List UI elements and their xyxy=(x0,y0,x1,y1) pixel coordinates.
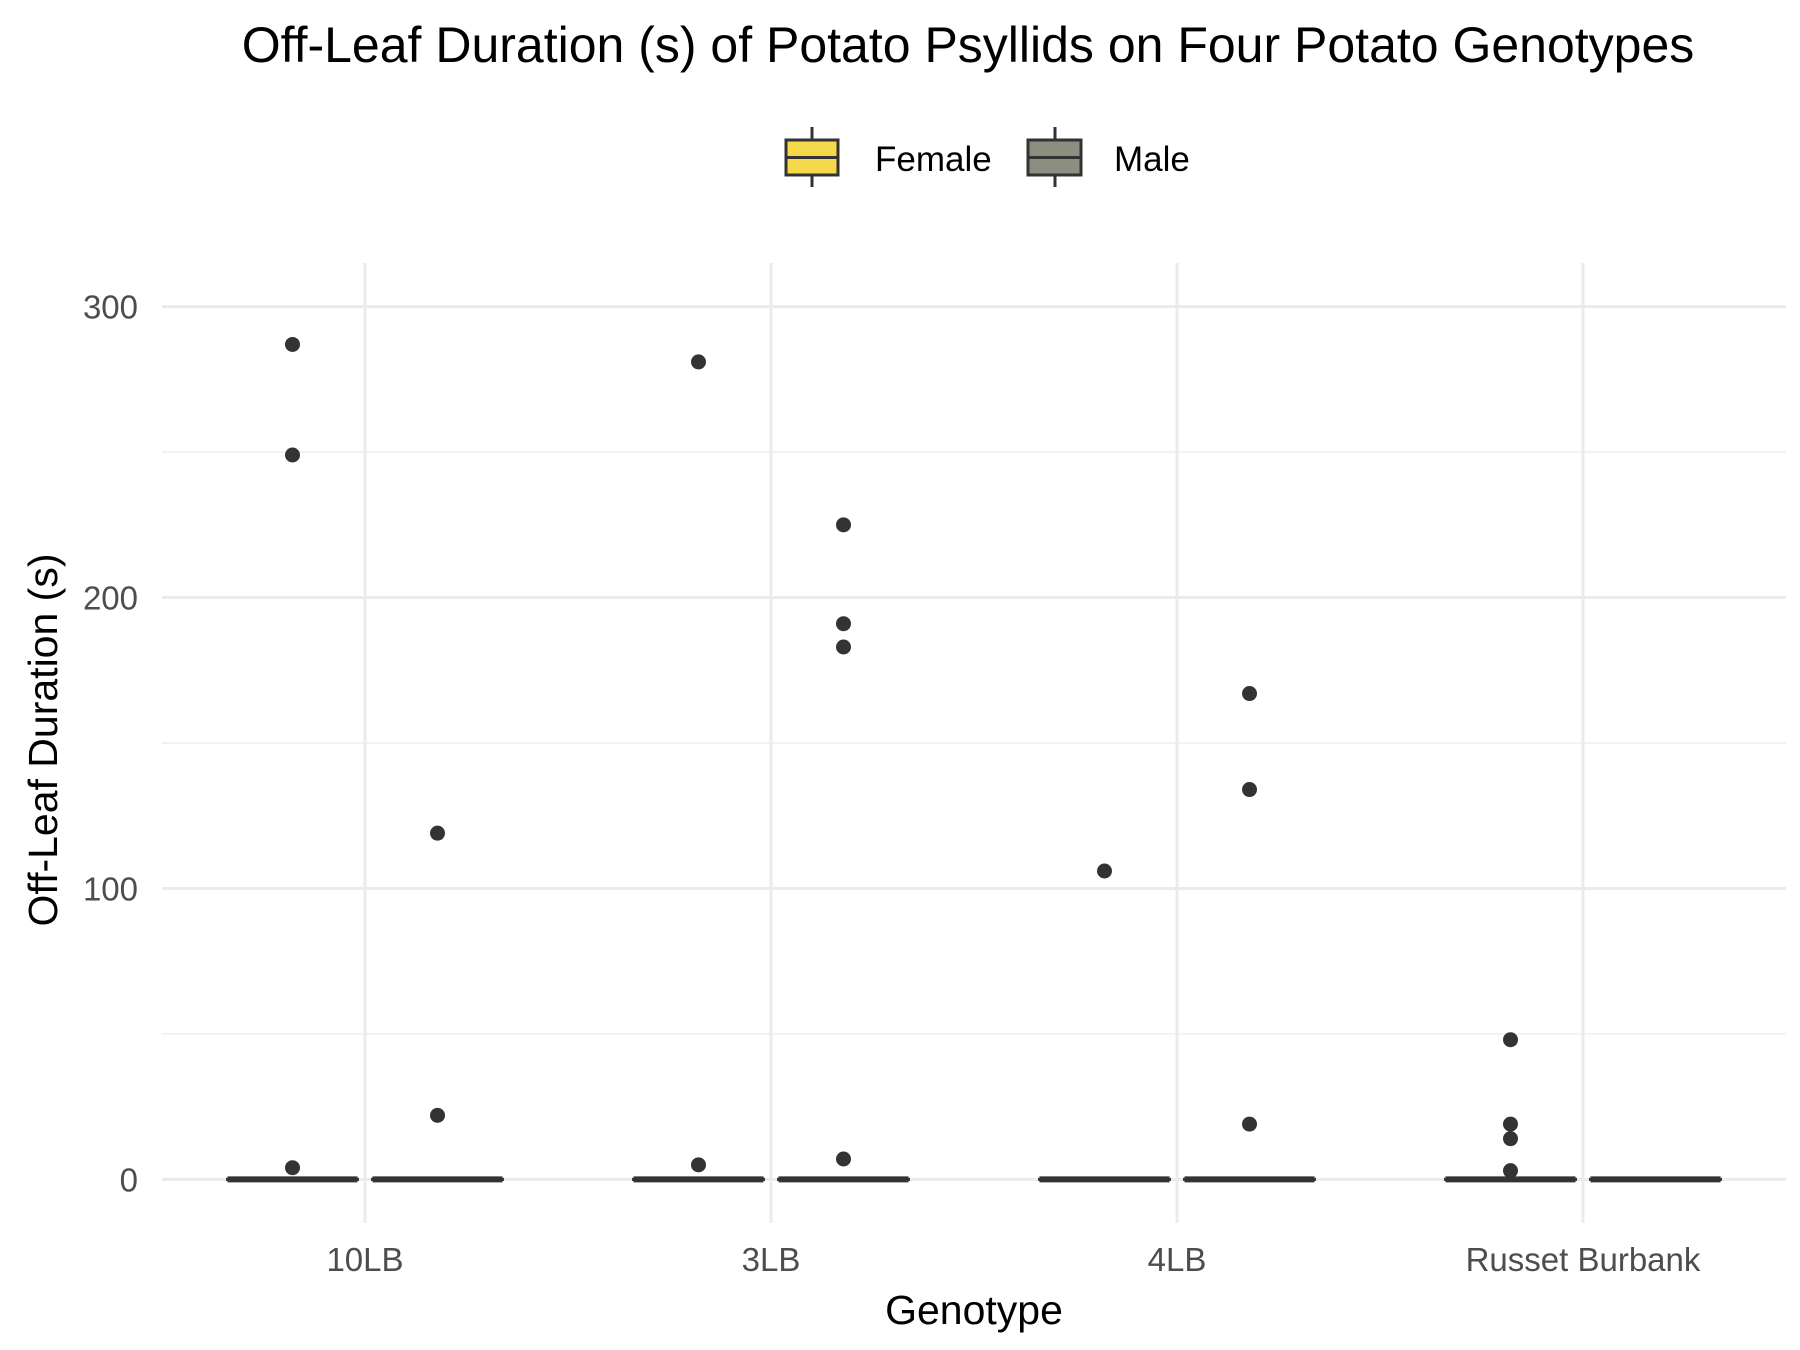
legend: Female Male xyxy=(784,127,1190,187)
y-tick-label-200: 200 xyxy=(83,580,138,617)
outlier-point-male-1-1 xyxy=(836,616,851,632)
outlier-point-male-2-0 xyxy=(1242,686,1257,702)
outlier-point-female-3-0 xyxy=(1503,1032,1518,1048)
x-tick-label-2: 4LB xyxy=(1148,1241,1207,1278)
legend-label-male: Male xyxy=(1114,140,1190,179)
y-axis-title: Off-Leaf Duration (s) xyxy=(20,554,66,927)
outlier-point-female-3-1 xyxy=(1503,1116,1518,1132)
x-tick-label-0: 10LB xyxy=(326,1241,403,1278)
legend-item-female: Female xyxy=(784,127,992,187)
outlier-point-female-1-0 xyxy=(691,354,706,370)
legend-label-female: Female xyxy=(875,140,992,179)
y-tick-label-300: 300 xyxy=(83,289,138,326)
outlier-point-female-0-0 xyxy=(285,336,300,352)
tick-labels: 0 100 200 300 10LB 3LB 4LB Russet Burbank xyxy=(83,289,1701,1278)
outlier-point-female-3-3 xyxy=(1503,1163,1518,1179)
y-tick-label-100: 100 xyxy=(83,870,138,907)
outlier-point-male-2-2 xyxy=(1242,1116,1257,1132)
outlier-point-male-1-2 xyxy=(836,639,851,655)
outlier-point-female-2-0 xyxy=(1097,863,1112,879)
outlier-point-female-0-1 xyxy=(285,447,300,463)
outlier-point-male-2-1 xyxy=(1242,782,1257,798)
x-axis-title: Genotype xyxy=(885,1287,1063,1333)
outlier-point-female-3-2 xyxy=(1503,1131,1518,1147)
outlier-point-female-1-1 xyxy=(691,1157,706,1173)
outlier-point-male-1-0 xyxy=(836,517,851,533)
chart-marks xyxy=(226,336,1722,1183)
legend-item-male: Male xyxy=(1026,127,1190,187)
y-tick-label-0: 0 xyxy=(120,1161,138,1198)
outlier-point-male-1-3 xyxy=(836,1151,851,1167)
outlier-point-male-0-0 xyxy=(430,825,445,841)
outlier-point-female-0-2 xyxy=(285,1160,300,1176)
outlier-point-male-0-1 xyxy=(430,1107,445,1123)
chart-title: Off-Leaf Duration (s) of Potato Psyllids… xyxy=(242,17,1695,73)
x-tick-label-1: 3LB xyxy=(742,1241,801,1278)
x-tick-label-3: Russet Burbank xyxy=(1466,1241,1701,1278)
grid-lines xyxy=(162,263,1786,1223)
